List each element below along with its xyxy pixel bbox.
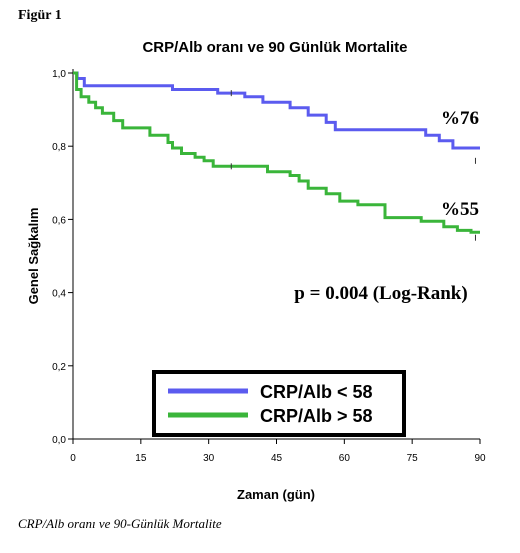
x-axis-title: Zaman (gün)	[237, 487, 315, 502]
x-tick-label: 75	[407, 453, 419, 464]
p-value-annotation: p = 0.004 (Log-Rank)	[294, 283, 467, 304]
series-layer	[73, 71, 480, 241]
y-tick-label: 0,4	[52, 289, 66, 300]
y-tick-label: 1,0	[52, 69, 66, 80]
axes: 0,0 0,2 0,4 0,6 0,8 1,0 0 15 30 45 60 75 90	[52, 69, 486, 464]
x-tick-label: 90	[474, 453, 486, 464]
x-tick-label: 45	[271, 453, 283, 464]
figure-caption: CRP/Alb oranı ve 90-Günlük Mortalite	[18, 516, 222, 531]
legend-label-high: CRP/Alb > 58	[260, 406, 373, 426]
legend: CRP/Alb < 58 CRP/Alb > 58	[152, 370, 406, 437]
km-chart: CRP/Alb oranı ve 90 Günlük Mortalite 0,0…	[26, 39, 486, 502]
y-axis-title: Genel Sağkalım	[26, 208, 41, 305]
end-label-high: %55	[441, 199, 479, 220]
x-tick-label: 60	[339, 453, 351, 464]
x-tick-label: 30	[203, 453, 215, 464]
y-tick-label: 0,0	[52, 435, 66, 446]
figure-label: Figür 1	[18, 8, 62, 23]
y-tick-label: 0,6	[52, 215, 66, 226]
x-tick-label: 15	[135, 453, 147, 464]
legend-label-low: CRP/Alb < 58	[260, 382, 373, 402]
y-tick-label: 0,2	[52, 362, 66, 373]
survival-curve-low	[73, 71, 480, 150]
y-tick-label: 0,8	[52, 142, 66, 153]
legend-box	[152, 370, 406, 437]
chart-title: CRP/Alb oranı ve 90 Günlük Mortalite	[142, 39, 407, 56]
end-label-low: %76	[441, 108, 479, 129]
survival-curve-high	[73, 71, 480, 234]
x-tick-label: 0	[70, 453, 76, 464]
